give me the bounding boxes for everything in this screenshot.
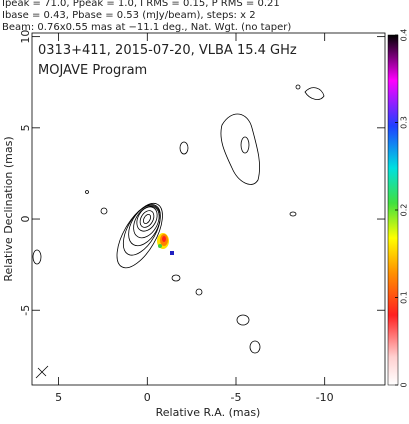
chart-title: 0313+411, 2015-07-20, VLBA 15.4 GHz	[38, 43, 297, 58]
x-axis-label: Relative R.A. (mas)	[156, 406, 261, 419]
x-tick-label: 0	[144, 391, 151, 404]
colorbar-tick-label: 0.4	[400, 29, 409, 42]
plot-frame	[31, 32, 386, 386]
contours	[32, 84, 325, 354]
chart-subtitle: MOJAVE Program	[38, 63, 147, 78]
header-line: Ipeak = 71.0, Ppeak = 1.0, I RMS = 0.15,…	[2, 0, 280, 9]
x-tick-label: -10	[316, 391, 334, 404]
header-line: Ibase = 0.43, Pbase = 0.53 (mJy/beam), s…	[2, 10, 256, 21]
colorbar-tick-label: 0.1	[400, 291, 409, 304]
y-axis-label: Relative Declination (mas)	[2, 136, 15, 281]
x-tick-label: -5	[231, 391, 242, 404]
y-tick-label: 5	[19, 124, 32, 131]
x-tick-label: 5	[55, 391, 62, 404]
colorbar-tick-label: 0.3	[400, 116, 409, 129]
colorbar-tick-label: 0.2	[400, 204, 409, 217]
polarization-blob	[157, 233, 174, 255]
y-tick-label: 10	[19, 30, 32, 44]
y-tick-label: -5	[19, 305, 32, 316]
beam-marker	[35, 365, 49, 379]
header-line: Beam: 0.76x0.55 mas at −11.1 deg., Nat. …	[2, 22, 291, 33]
y-tick-label: 0	[19, 216, 32, 223]
colorbar-tick-label: 0	[400, 382, 409, 387]
